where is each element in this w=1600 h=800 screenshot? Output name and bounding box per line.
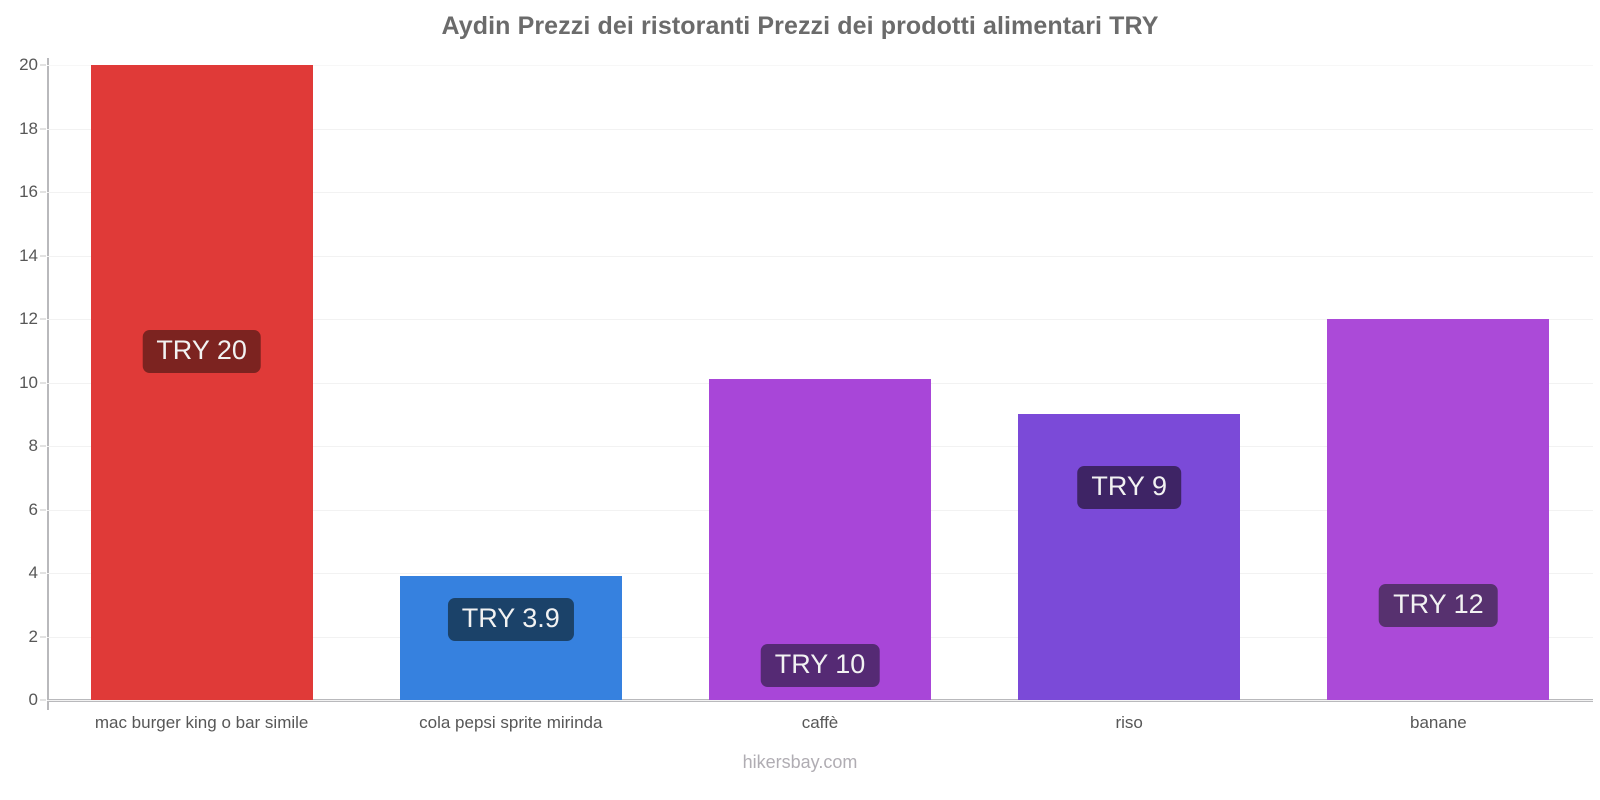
- y-tick-mark: [40, 382, 46, 383]
- y-axis-line: [47, 58, 49, 710]
- bar[interactable]: TRY 12: [1327, 319, 1550, 700]
- y-tick-label: 8: [28, 436, 38, 455]
- bar-value-label: TRY 3.9: [447, 598, 574, 642]
- y-tick-mark: [40, 572, 46, 574]
- y-tick-mark: [40, 509, 46, 510]
- x-axis-label: caffè: [801, 713, 839, 732]
- bar[interactable]: TRY 3.9: [399, 576, 622, 700]
- y-tick-mark: [40, 445, 46, 447]
- y-tick-mark: [40, 255, 46, 256]
- y-tick-label: 0: [28, 690, 38, 709]
- bar-value-label: TRY 20: [142, 330, 261, 373]
- bar[interactable]: TRY 9: [1018, 414, 1241, 700]
- bar-value-label: TRY 9: [1077, 465, 1181, 509]
- gridline: [47, 319, 1593, 320]
- bar-value-label: TRY 12: [1379, 584, 1498, 627]
- gridline: [47, 65, 1593, 66]
- x-axis-label: banane: [1410, 713, 1467, 732]
- plot-area: TRY 20 TRY 3.9 TRY 10 TRY 9 TRY 12: [47, 65, 1593, 701]
- bar-value-label: TRY 10: [760, 644, 880, 688]
- gridline: [47, 255, 1593, 257]
- y-tick-label: 4: [28, 563, 38, 582]
- y-tick-mark: [40, 128, 46, 129]
- x-axis-label: riso: [1115, 713, 1143, 732]
- x-axis-label: cola pepsi sprite mirinda: [419, 713, 603, 732]
- y-tick-mark: [40, 318, 46, 320]
- y-tick-mark: [40, 64, 46, 66]
- y-tick-label: 10: [19, 372, 38, 392]
- y-tick-mark: [40, 699, 46, 701]
- x-axis-label: mac burger king o bar simile: [94, 713, 309, 732]
- gridline: [47, 192, 1593, 193]
- gridline: [47, 700, 1593, 701]
- y-tick-label: 16: [19, 182, 38, 201]
- y-tick-label: 2: [28, 626, 38, 646]
- source-watermark: hikersbay.com: [742, 752, 858, 772]
- y-tick-mark: [40, 191, 46, 193]
- y-tick-label: 14: [19, 245, 38, 265]
- y-tick-label: 6: [28, 499, 38, 519]
- gridline: [47, 128, 1593, 130]
- y-tick-mark: [40, 636, 46, 637]
- y-tick-label: 20: [19, 55, 38, 74]
- y-tick-label: 12: [19, 309, 38, 328]
- y-tick-label: 18: [19, 118, 38, 138]
- bar[interactable]: TRY 20: [90, 65, 313, 700]
- chart-title: Aydin Prezzi dei ristoranti Prezzi dei p…: [441, 12, 1159, 40]
- bar[interactable]: TRY 10: [709, 379, 931, 700]
